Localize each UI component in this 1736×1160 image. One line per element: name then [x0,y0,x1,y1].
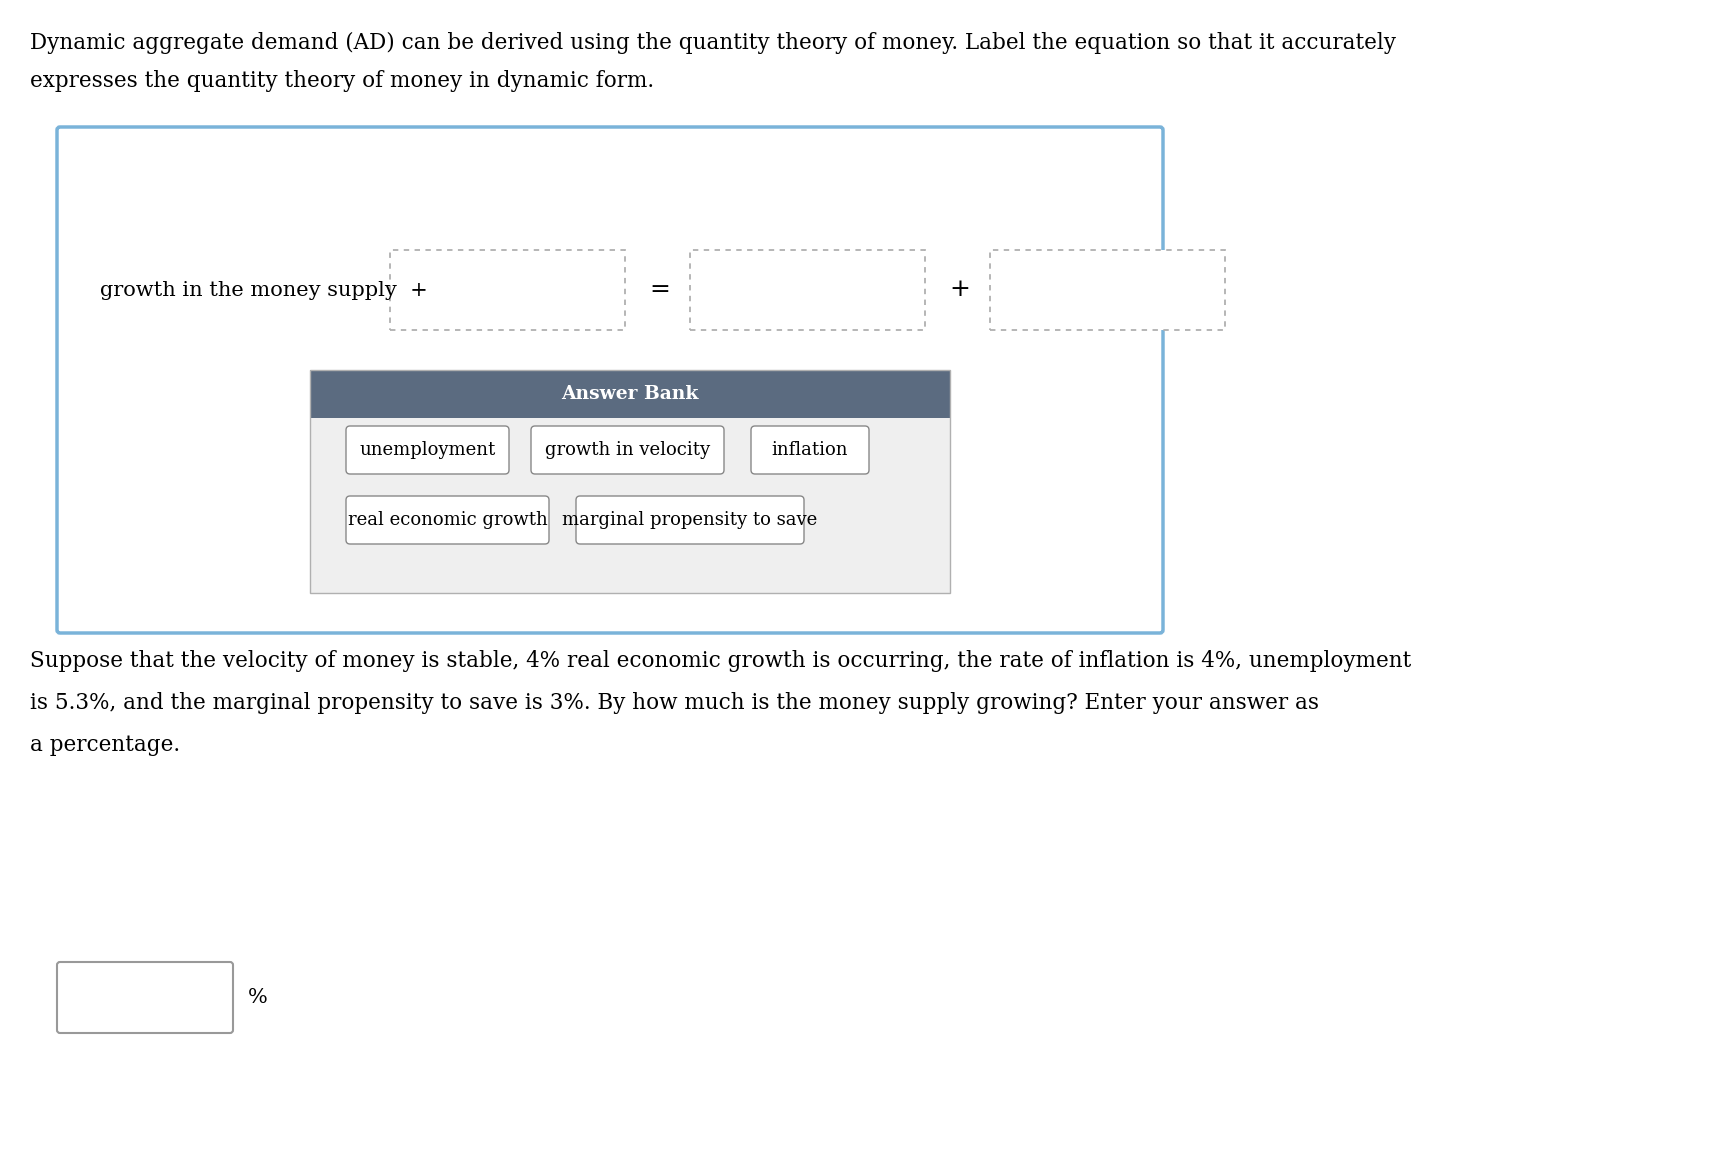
Text: =: = [649,278,670,302]
Text: is 5.3%, and the marginal propensity to save is 3%. By how much is the money sup: is 5.3%, and the marginal propensity to … [30,693,1319,715]
Bar [689,251,925,329]
Bar [990,251,1226,329]
Text: +: + [950,278,970,302]
Text: a percentage.: a percentage. [30,734,181,756]
Text: Suppose that the velocity of money is stable, 4% real economic growth is occurri: Suppose that the velocity of money is st… [30,650,1411,672]
Text: growth in the money supply  +: growth in the money supply + [101,281,427,299]
Bar [311,370,950,418]
Text: %: % [248,988,267,1007]
FancyBboxPatch shape [752,426,870,474]
FancyBboxPatch shape [57,962,233,1034]
FancyBboxPatch shape [345,426,509,474]
Bar [311,370,950,593]
FancyBboxPatch shape [531,426,724,474]
FancyBboxPatch shape [576,496,804,544]
FancyBboxPatch shape [345,496,549,544]
Bar [391,251,625,329]
Text: growth in velocity: growth in velocity [545,441,710,459]
Text: Answer Bank: Answer Bank [561,385,700,403]
Text: real economic growth: real economic growth [347,512,547,529]
FancyBboxPatch shape [57,126,1163,633]
Text: expresses the quantity theory of money in dynamic form.: expresses the quantity theory of money i… [30,70,654,92]
Text: marginal propensity to save: marginal propensity to save [562,512,818,529]
Text: Dynamic aggregate demand (AD) can be derived using the quantity theory of money.: Dynamic aggregate demand (AD) can be der… [30,32,1396,55]
Text: unemployment: unemployment [359,441,495,459]
Text: inflation: inflation [773,441,849,459]
Bar [311,418,950,593]
